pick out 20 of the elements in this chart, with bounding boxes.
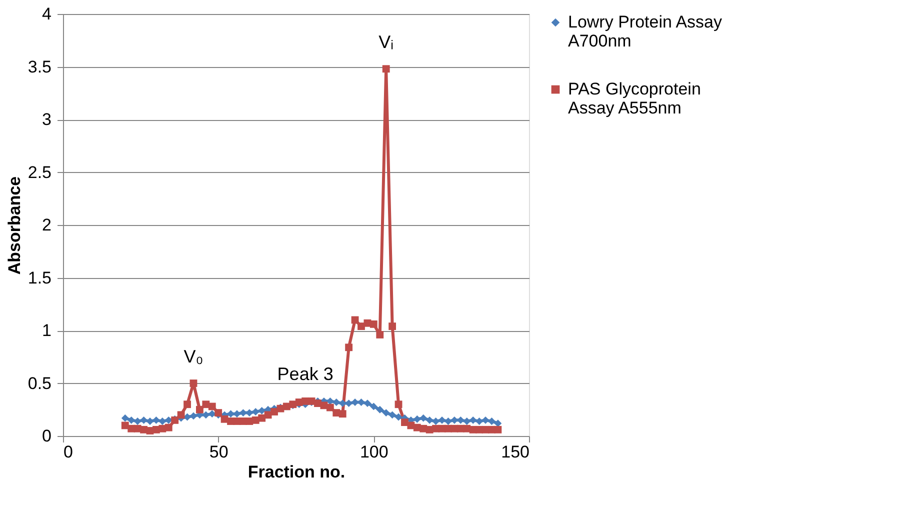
legend-label: PAS Glycoprotein Assay A555nm bbox=[568, 80, 701, 118]
y-tick-label: 0 bbox=[42, 426, 52, 446]
x-tick-label: 50 bbox=[209, 442, 228, 462]
annotation: V₀ bbox=[184, 346, 204, 366]
legend-label: Lowry Protein Assay A700nm bbox=[568, 12, 723, 50]
y-tick-label: 1 bbox=[42, 321, 52, 340]
y-tick-label: 0.5 bbox=[28, 374, 52, 393]
annotation: Vᵢ bbox=[378, 32, 394, 52]
y-tick-label: 2 bbox=[42, 216, 52, 234]
x-tick-label: 100 bbox=[360, 442, 388, 462]
y-tick-label: 1.5 bbox=[28, 268, 52, 288]
y-tick-label: 2.5 bbox=[28, 162, 52, 182]
y-axis-title: Absorbance bbox=[4, 176, 24, 275]
annotation: Peak 3 bbox=[277, 364, 334, 384]
x-tick-label: 150 bbox=[501, 442, 530, 462]
y-tick-label: 4 bbox=[42, 4, 52, 24]
y-tick-label: 3.5 bbox=[28, 57, 52, 76]
y-tick-label: 3 bbox=[42, 110, 52, 129]
x-tick-label: 0 bbox=[64, 442, 73, 462]
x-axis-title: Fraction no. bbox=[248, 462, 346, 482]
